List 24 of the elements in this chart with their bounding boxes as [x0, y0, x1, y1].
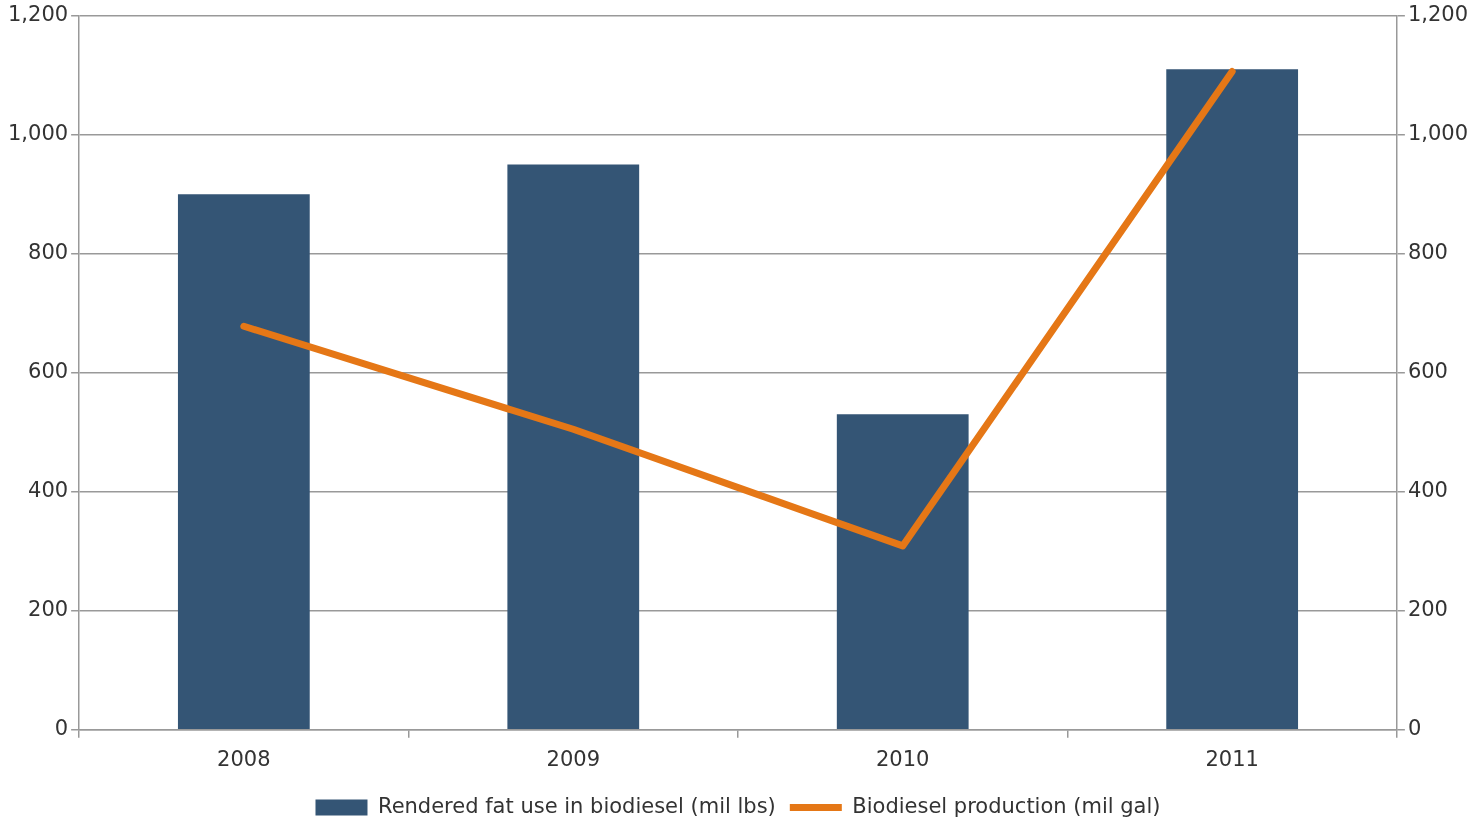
- x-tick-label: 2010: [875, 746, 930, 771]
- y2-tick-label: 800: [1407, 240, 1448, 265]
- y2-tick-label: 1,000: [1407, 121, 1469, 146]
- x-tick-label: 2011: [1205, 746, 1259, 771]
- y2-tick-label: 200: [1407, 597, 1448, 622]
- y-tick-label: 400: [28, 478, 69, 503]
- bar: [1166, 69, 1299, 730]
- y-tick-label: 200: [28, 597, 69, 622]
- y-tick-label: 600: [28, 359, 69, 384]
- y-tick-label: 1,200: [7, 2, 69, 27]
- y2-tick-label: 400: [1407, 478, 1448, 503]
- bar: [177, 194, 310, 730]
- x-tick-label: 2008: [217, 746, 271, 771]
- legend-label: Biodiesel production (mil gal): [852, 793, 1161, 818]
- y-tick-label: 1,000: [7, 121, 69, 146]
- bar: [507, 164, 640, 730]
- y-tick-label: 800: [28, 240, 69, 265]
- y-tick-label: 0: [54, 716, 69, 741]
- y2-tick-label: 1,200: [1407, 2, 1469, 27]
- legend-label: Rendered fat use in biodiesel (mil lbs): [377, 793, 776, 818]
- y2-tick-label: 600: [1407, 359, 1448, 384]
- x-tick-label: 2009: [546, 746, 601, 771]
- bar: [836, 414, 969, 730]
- y2-tick-label: 0: [1407, 716, 1422, 741]
